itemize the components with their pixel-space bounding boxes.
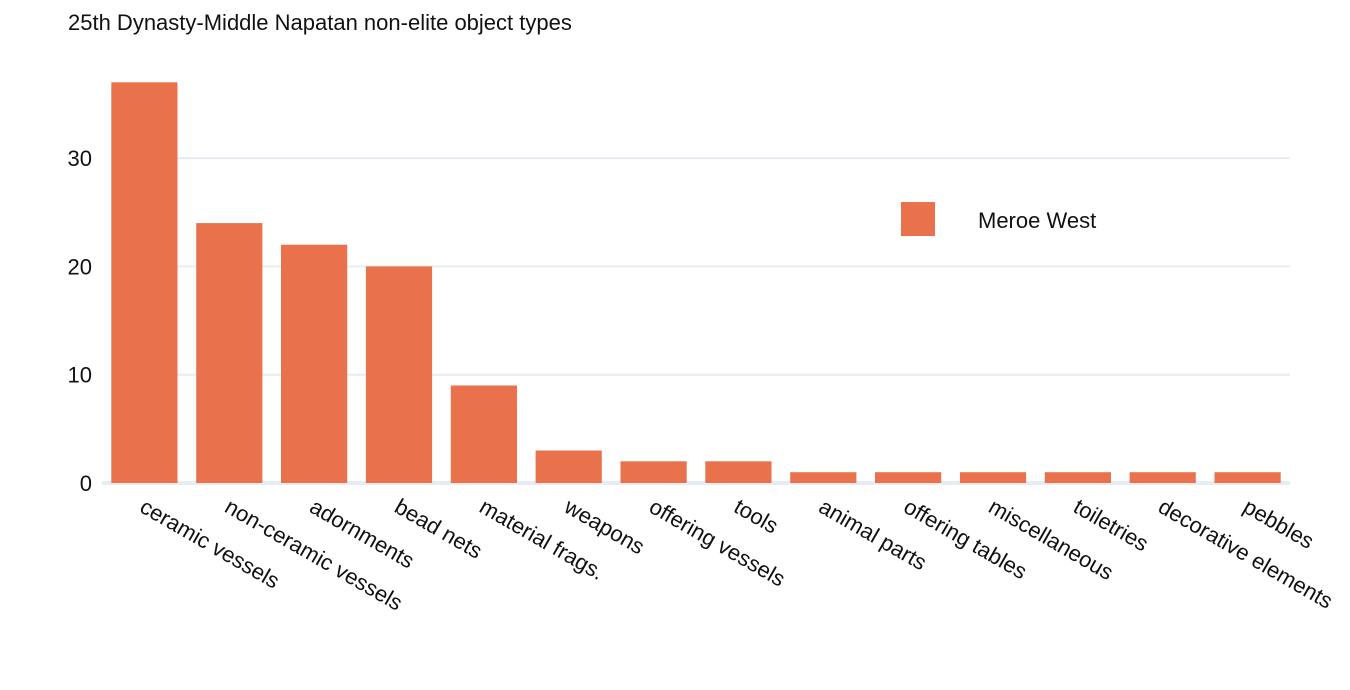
y-tick-label: 30 bbox=[68, 146, 92, 171]
bar-miscellaneous[interactable] bbox=[959, 472, 1027, 483]
y-tick-label: 0 bbox=[80, 471, 92, 496]
bar-non-ceramic-vessels[interactable] bbox=[196, 223, 263, 483]
x-tick-label: ceramic vessels bbox=[136, 494, 284, 594]
bar-adornments[interactable] bbox=[281, 244, 348, 483]
bars bbox=[111, 82, 1281, 484]
legend-label-meroe-west[interactable]: Meroe West bbox=[978, 208, 1096, 233]
bar-animal-parts[interactable] bbox=[790, 472, 857, 483]
y-tick-label: 20 bbox=[68, 254, 92, 279]
bar-bead-nets[interactable] bbox=[365, 266, 433, 483]
legend[interactable]: Meroe West bbox=[901, 202, 1096, 236]
bar-material-frags[interactable] bbox=[450, 385, 517, 484]
bar-ceramic-vessels[interactable] bbox=[111, 82, 178, 484]
legend-swatch-meroe-west[interactable] bbox=[901, 202, 935, 236]
bar-decorative-elements[interactable] bbox=[1129, 472, 1196, 483]
bar-pebbles[interactable] bbox=[1214, 472, 1281, 483]
chart-title: 25th Dynasty-Middle Napatan non-elite ob… bbox=[68, 10, 572, 35]
x-tick-label: tools bbox=[730, 494, 783, 539]
bar-offering-tables[interactable] bbox=[875, 472, 942, 483]
bar-tools[interactable] bbox=[705, 461, 772, 483]
gridlines bbox=[102, 157, 1290, 485]
bar-weapons[interactable] bbox=[535, 450, 602, 484]
bar-toiletries[interactable] bbox=[1044, 472, 1111, 483]
y-axis-tick-labels: 0 10 20 30 bbox=[68, 146, 92, 496]
bar-offering-vessels[interactable] bbox=[620, 461, 687, 483]
y-tick-label: 10 bbox=[68, 363, 92, 388]
